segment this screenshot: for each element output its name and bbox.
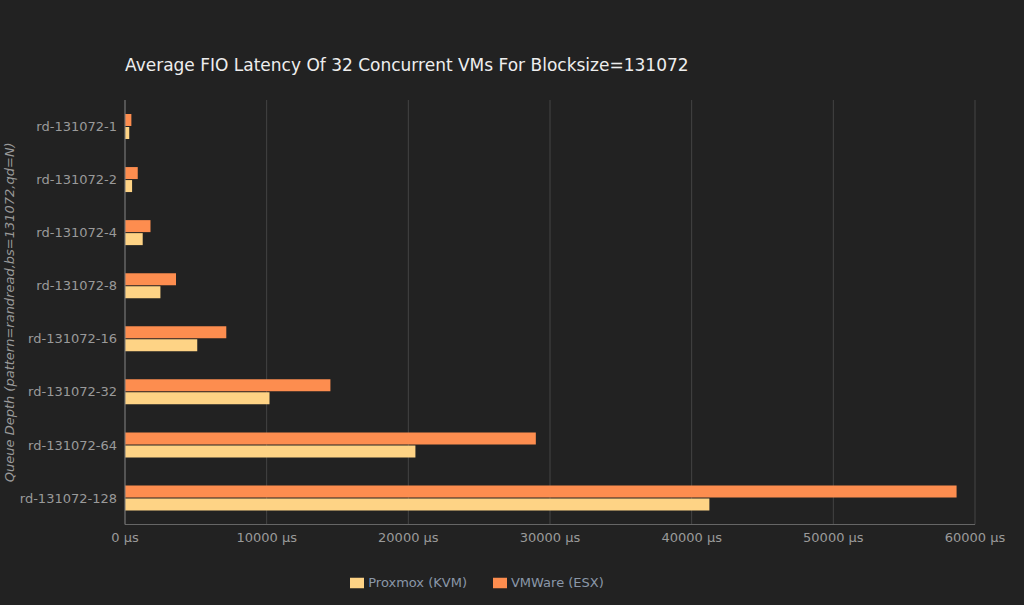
svg-text:rd-131072-128: rd-131072-128: [20, 491, 117, 506]
svg-text:rd-131072-4: rd-131072-4: [36, 225, 117, 240]
svg-text:30000 µs: 30000 µs: [520, 530, 581, 545]
svg-text:0 µs: 0 µs: [111, 530, 139, 545]
svg-text:rd-131072-2: rd-131072-2: [36, 172, 117, 187]
html-text:Average FIO Latency Of 32 Conc: Average FIO Latency Of 32 Concurrent VMs…: [125, 55, 689, 75]
svg-text:rd-131072-32: rd-131072-32: [28, 384, 117, 399]
svg-text:50000 µs: 50000 µs: [803, 530, 864, 545]
html-text:Proxmox (KVM): Proxmox (KVM): [368, 574, 467, 590]
svg-text:rd-131072-1: rd-131072-1: [36, 119, 117, 134]
svg-text:rd-131072-8: rd-131072-8: [36, 278, 117, 293]
svg-text:Queue Depth (pattern=randread,: Queue Depth (pattern=randread,bs=131072,…: [8, 142, 17, 482]
svg-text:rd-131072-64: rd-131072-64: [28, 438, 117, 453]
svg-text:10000 µs: 10000 µs: [236, 530, 297, 545]
svg-text:20000 µs: 20000 µs: [378, 530, 439, 545]
html-text:VMWare (ESX): VMWare (ESX): [511, 574, 604, 590]
svg-text:rd-131072-16: rd-131072-16: [28, 331, 117, 346]
svg-text:40000 µs: 40000 µs: [661, 530, 722, 545]
svg-text:60000 µs: 60000 µs: [945, 530, 1006, 545]
